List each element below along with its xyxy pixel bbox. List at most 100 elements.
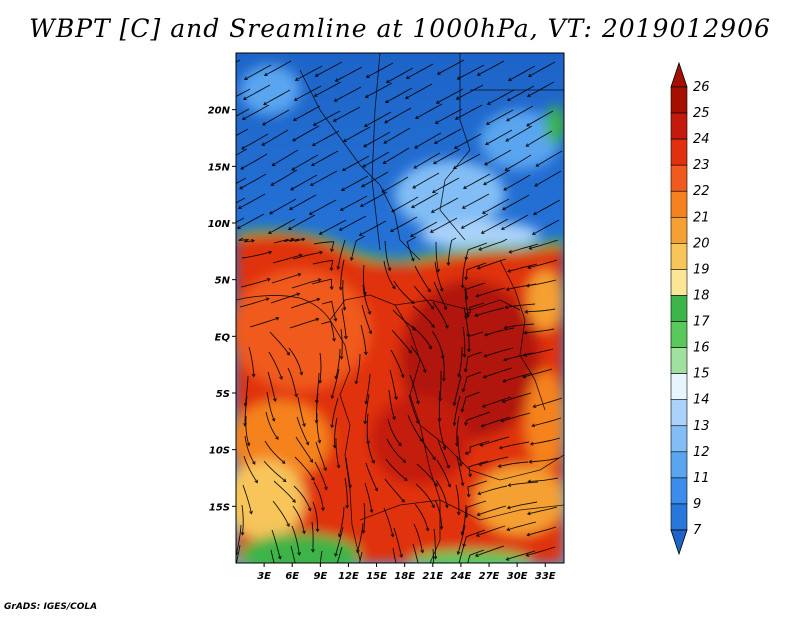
streamline-arrow [526,511,531,516]
streamline [312,259,334,271]
streamline [341,175,369,191]
temperature-field [214,53,564,576]
streamline [334,417,338,448]
streamline [432,548,435,563]
streamline-arrow [342,306,347,311]
streamline [268,218,296,234]
streamline-arrow [263,101,267,106]
streamline [525,308,556,313]
streamline [411,192,439,208]
streamline-arrow [223,121,226,124]
streamline-arrow [339,356,344,360]
streamline-arrow [374,487,379,492]
streamline [465,302,485,319]
colorbar-label: 26 [693,80,710,95]
streamline-arrow [438,398,443,402]
streamline-arrow [443,306,448,311]
streamline [484,347,514,357]
streamline [528,477,559,483]
colorbar-label: 11 [693,471,710,486]
streamline-arrow [270,182,275,186]
streamline-arrow [361,530,366,534]
streamline-arrow [532,404,537,409]
streamline [465,440,490,455]
streamline [535,150,563,167]
streamline [239,298,269,308]
streamline-arrow [522,353,527,357]
streamline [413,285,434,310]
streamline-arrow [505,287,510,292]
streamline [309,199,337,215]
streamline-arrow [363,123,368,128]
streamline [502,392,532,403]
streamline [393,527,403,558]
streamline [527,526,557,536]
streamline [297,396,306,427]
map-frame [235,52,565,564]
streamline [291,525,300,556]
streamline [316,412,321,443]
streamline-arrow [242,96,247,100]
colorbar-segment [670,138,688,166]
colorbar-segment [670,425,688,453]
colorbar-segment [670,86,688,114]
streamline [383,147,410,164]
streamline [527,81,555,97]
colorbar-segment [670,373,688,401]
streamline [331,397,339,428]
streamline [415,103,443,119]
streamline [457,64,485,80]
streamline [242,104,270,120]
colorbar-segment [670,164,688,192]
streamline-arrow [507,268,511,273]
streamline-arrow [333,573,336,576]
streamline [465,500,487,518]
x-tick-label: 33E [535,571,556,582]
streamline-arrow [526,532,531,537]
streamline [412,305,435,328]
streamline-arrow [356,549,360,554]
streamline-arrow [214,72,217,75]
streamline [319,219,347,235]
streamline [461,391,481,412]
streamline [291,154,319,171]
streamline-arrow [506,117,510,122]
streamline [504,154,532,171]
streamline-arrow [364,400,369,405]
streamline [238,193,266,209]
streamline-arrow [286,523,290,527]
streamline-arrow [268,250,273,255]
streamline-arrow [302,530,306,535]
streamline-arrow [461,205,466,209]
streamline [236,544,241,563]
streamline [467,549,485,563]
streamline [314,81,342,97]
streamline [331,368,340,399]
streamline-arrow [298,253,303,258]
streamline [433,148,461,164]
streamline [464,351,483,372]
streamline [362,151,390,168]
streamline-arrow [415,115,419,120]
colorbar-segment [670,243,688,270]
streamline-arrow [460,482,465,487]
streamline [355,353,361,384]
streamline [477,505,507,516]
streamline-arrow [254,479,258,484]
streamline-arrow [333,317,338,322]
streamline [506,521,537,531]
streamline-arrow [461,388,466,393]
streamline [316,372,320,403]
streamline [319,352,322,383]
streamline [236,197,246,204]
streamline-arrow [468,473,473,478]
streamline [311,521,314,552]
streamline-arrow [478,247,483,251]
streamline-arrow [341,167,346,172]
streamline-arrow [294,77,299,81]
streamline [477,485,508,495]
streamline [465,242,488,260]
streamline [524,328,555,334]
streamline-arrow [465,567,468,570]
streamline [461,213,489,229]
